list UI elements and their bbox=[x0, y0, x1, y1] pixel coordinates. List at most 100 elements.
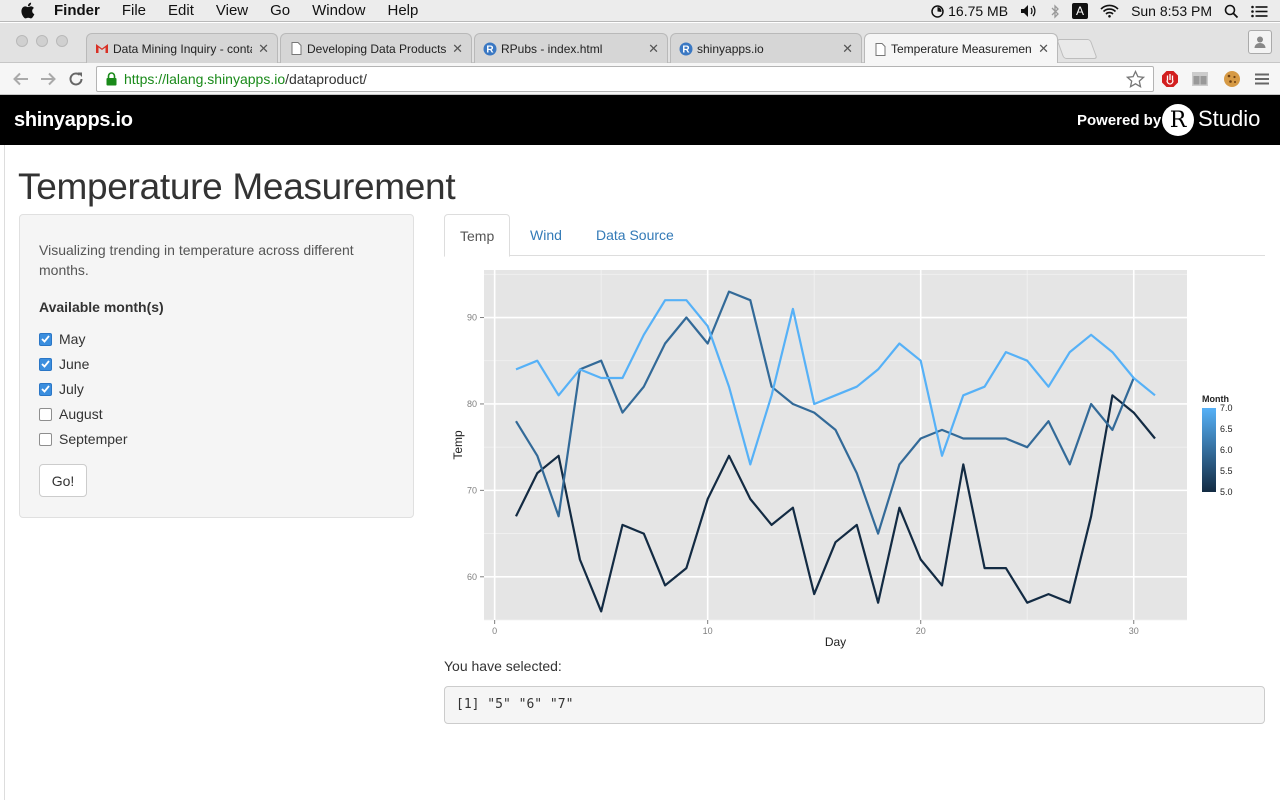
adblock-extension-icon[interactable] bbox=[1160, 69, 1180, 89]
url-path: /dataproduct/ bbox=[285, 71, 367, 87]
forward-arrow-icon[interactable] bbox=[38, 69, 58, 89]
profile-icon[interactable] bbox=[1248, 30, 1272, 54]
x-tick-label: 20 bbox=[916, 626, 926, 636]
wifi-icon[interactable] bbox=[1100, 4, 1119, 18]
memory-readout[interactable]: 16.75 MB bbox=[948, 3, 1009, 19]
plot-panel-background bbox=[484, 270, 1187, 620]
new-tab-button[interactable] bbox=[1056, 39, 1098, 59]
browser-tab-label: Temperature Measurement bbox=[891, 42, 1033, 56]
bluetooth-icon[interactable] bbox=[1050, 3, 1060, 19]
url-scheme: https:// bbox=[124, 71, 167, 87]
x-axis-label: Day bbox=[825, 635, 846, 649]
menu-finder[interactable]: Finder bbox=[54, 2, 100, 19]
checkbox-label: Septemper bbox=[59, 431, 128, 447]
browser-tab-label: Developing Data Products bbox=[307, 41, 447, 56]
y-tick-label: 80 bbox=[467, 399, 477, 409]
back-arrow-icon[interactable] bbox=[11, 69, 31, 89]
browser-tab-label: Data Mining Inquiry - conta bbox=[113, 41, 253, 56]
window-close-button[interactable] bbox=[16, 35, 28, 47]
close-tab-icon[interactable]: ✕ bbox=[1038, 41, 1049, 56]
checkbox-unchecked-icon[interactable] bbox=[39, 432, 52, 446]
lock-icon bbox=[106, 72, 118, 86]
checkbox-unchecked-icon[interactable] bbox=[39, 407, 52, 421]
checkbox-september[interactable]: Septemper bbox=[39, 429, 127, 449]
clock-text[interactable]: Sun 8:53 PM bbox=[1131, 3, 1212, 19]
volume-icon[interactable] bbox=[1020, 4, 1038, 18]
y-tick-label: 70 bbox=[467, 485, 477, 495]
browser-tab-rpubs[interactable]: R RPubs - index.html ✕ bbox=[474, 33, 668, 63]
rstudio-logo-text[interactable]: Studio bbox=[1198, 106, 1261, 131]
checkbox-checked-icon[interactable] bbox=[39, 332, 52, 346]
rpubs-icon: R bbox=[483, 42, 497, 56]
x-tick-label: 30 bbox=[1129, 626, 1139, 636]
checkbox-checked-icon[interactable] bbox=[39, 357, 52, 371]
apple-icon[interactable] bbox=[20, 2, 38, 20]
window-minimize-button[interactable] bbox=[36, 35, 48, 47]
spotlight-icon[interactable] bbox=[1224, 4, 1239, 19]
checkbox-may[interactable]: May bbox=[39, 329, 85, 349]
browser-tab-shinyapps[interactable]: R shinyapps.io ✕ bbox=[670, 33, 862, 63]
svg-text:R: R bbox=[486, 44, 494, 55]
page-icon bbox=[873, 42, 887, 56]
address-bar[interactable]: https://lalang.shinyapps.io/dataproduct/ bbox=[96, 66, 1154, 92]
selected-output: [1] "5" "6" "7" bbox=[444, 686, 1265, 724]
checkbox-label: May bbox=[59, 331, 86, 347]
legend-tick-label: 5.0 bbox=[1220, 487, 1233, 497]
tab-grid-extension-icon[interactable] bbox=[1190, 69, 1210, 89]
checkbox-august[interactable]: August bbox=[39, 404, 103, 424]
browser-tab-label: RPubs - index.html bbox=[501, 41, 603, 56]
y-tick-label: 90 bbox=[467, 313, 477, 323]
legend-tick-label: 5.5 bbox=[1220, 466, 1233, 476]
page-title: Temperature Measurement bbox=[18, 166, 456, 207]
tab-wind[interactable]: Wind bbox=[530, 227, 562, 243]
close-tab-icon[interactable]: ✕ bbox=[258, 40, 269, 56]
legend-colorbar bbox=[1202, 408, 1216, 492]
shinyapps-brand[interactable]: shinyapps.io bbox=[14, 109, 133, 131]
reload-icon[interactable] bbox=[66, 69, 86, 89]
cookie-extension-icon[interactable] bbox=[1222, 69, 1242, 89]
notification-center-icon[interactable] bbox=[1251, 5, 1268, 18]
y-axis-label: Temp bbox=[451, 430, 465, 460]
y-tick-label: 60 bbox=[467, 572, 477, 582]
tab-data-source[interactable]: Data Source bbox=[596, 227, 674, 243]
svg-text:R: R bbox=[682, 44, 690, 55]
window-zoom-button[interactable] bbox=[56, 35, 68, 47]
series-line-0 bbox=[515, 394, 1156, 613]
memory-monitor-icon[interactable] bbox=[931, 4, 944, 18]
legend-tick-label: 6.5 bbox=[1220, 424, 1233, 434]
menu-go[interactable]: Go bbox=[270, 2, 291, 19]
checkbox-june[interactable]: June bbox=[39, 354, 89, 374]
checkbox-label: June bbox=[59, 356, 90, 372]
sidebar-panel: Visualizing trending in temperature acro… bbox=[19, 214, 414, 518]
menu-window[interactable]: Window bbox=[312, 2, 366, 19]
url-host: lalang.shinyapps.io bbox=[166, 71, 286, 87]
menu-edit[interactable]: Edit bbox=[168, 2, 194, 19]
series-line-2 bbox=[515, 299, 1156, 466]
checkbox-checked-icon[interactable] bbox=[39, 382, 52, 396]
close-tab-icon[interactable]: ✕ bbox=[648, 40, 659, 56]
browser-tab-gmail[interactable]: Data Mining Inquiry - conta ✕ bbox=[86, 33, 278, 63]
input-source-icon[interactable]: A bbox=[1072, 3, 1089, 19]
chrome-menu-icon[interactable] bbox=[1252, 69, 1272, 89]
legend-tick-label: 7.0 bbox=[1220, 403, 1233, 413]
close-tab-icon[interactable]: ✕ bbox=[842, 40, 853, 56]
rpubs-icon: R bbox=[679, 42, 693, 56]
rstudio-logo-icon[interactable]: R bbox=[1162, 104, 1194, 136]
menu-view[interactable]: View bbox=[215, 2, 249, 19]
series-line-1 bbox=[515, 290, 1135, 535]
legend-tick-label: 6.0 bbox=[1220, 445, 1233, 455]
tab-temp[interactable]: Temp bbox=[444, 214, 511, 257]
browser-tab-temperature[interactable]: Temperature Measurement ✕ bbox=[864, 33, 1058, 64]
x-tick-label: 10 bbox=[703, 626, 713, 636]
sidebar-description: Visualizing trending in temperature acro… bbox=[39, 242, 354, 278]
close-tab-icon[interactable]: ✕ bbox=[452, 40, 463, 56]
menu-help[interactable]: Help bbox=[387, 2, 419, 19]
checkbox-july[interactable]: July bbox=[39, 379, 84, 399]
menu-file[interactable]: File bbox=[121, 2, 147, 19]
browser-tab-developing[interactable]: Developing Data Products ✕ bbox=[280, 33, 472, 63]
go-button[interactable]: Go! bbox=[39, 464, 87, 497]
page-icon bbox=[289, 42, 303, 56]
browser-tabstrip: Data Mining Inquiry - conta ✕ Developing… bbox=[0, 23, 1280, 64]
bookmark-star-icon[interactable] bbox=[1125, 69, 1146, 92]
